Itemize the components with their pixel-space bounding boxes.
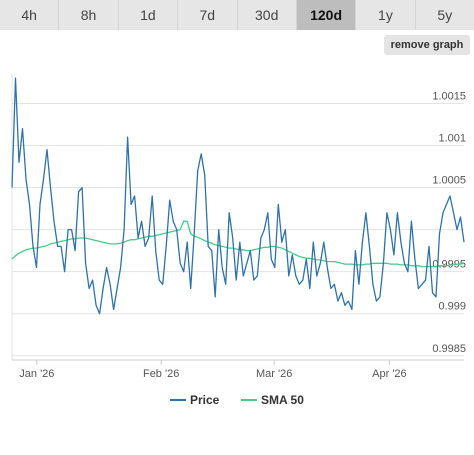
- sma-50-series-line: [11, 220, 465, 268]
- tab-120d[interactable]: 120d: [296, 0, 357, 30]
- x-tick-label: Jan '26: [19, 368, 54, 380]
- x-axis-ticks: Jan '26 Feb '26 Mar '26 Apr '26: [19, 360, 407, 380]
- x-tick-label: Apr '26: [372, 368, 407, 380]
- chart-legend: Price SMA 50: [170, 393, 304, 407]
- y-tick-label: 1.0005: [432, 175, 466, 187]
- tab-1y[interactable]: 1y: [356, 0, 416, 30]
- chart-lines: [11, 77, 465, 315]
- tab-4h[interactable]: 4h: [0, 0, 60, 30]
- tab-7d[interactable]: 7d: [178, 0, 238, 30]
- remove-graph-button[interactable]: remove graph: [384, 35, 470, 55]
- y-tick-label: 0.999: [438, 301, 466, 313]
- chart-grid: [11, 74, 464, 361]
- x-tick-label: Mar '26: [256, 368, 292, 380]
- y-tick-label: 0.9985: [432, 343, 466, 355]
- legend-label[interactable]: Price: [190, 393, 220, 407]
- x-tick-label: Feb '26: [143, 368, 179, 380]
- price-series-line: [11, 77, 465, 315]
- legend-label[interactable]: SMA 50: [261, 393, 304, 407]
- y-tick-label: 1.0015: [432, 90, 466, 102]
- tab-8h[interactable]: 8h: [59, 0, 119, 30]
- tab-5y[interactable]: 5y: [415, 0, 474, 30]
- time-range-tabs: 4h 8h 1d 7d 30d 120d 1y 5y: [0, 0, 474, 30]
- tab-30d[interactable]: 30d: [237, 0, 297, 30]
- y-tick-label: 1.001: [438, 133, 466, 145]
- tab-1d[interactable]: 1d: [118, 0, 179, 30]
